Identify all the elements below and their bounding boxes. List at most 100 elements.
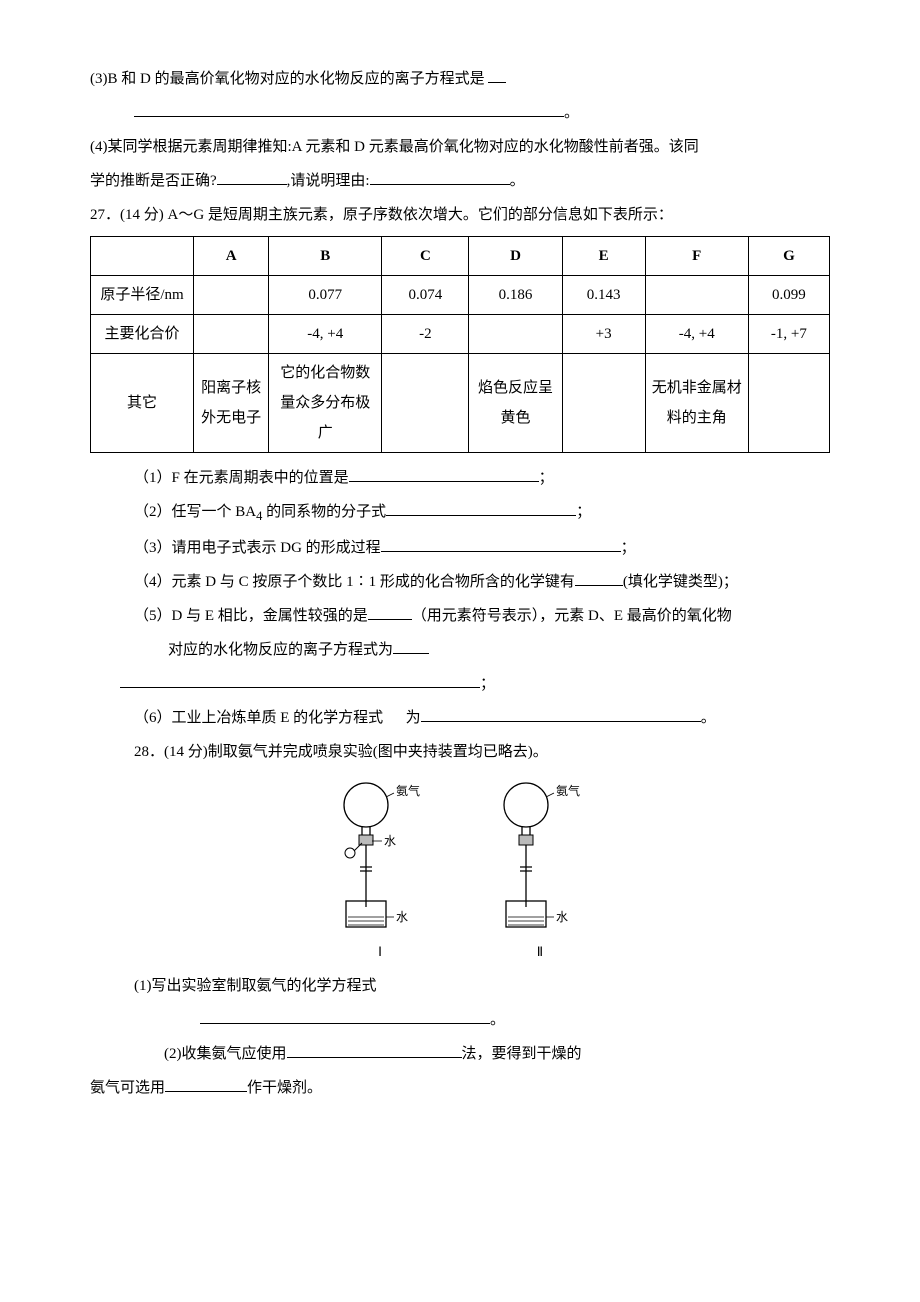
q26-p3-line1: (3)B 和 D 的最高价氧化物对应的水化物反应的离子方程式是 — [90, 64, 830, 94]
q28-p2b: 法，要得到干燥的 — [462, 1046, 582, 1062]
th: A — [194, 237, 269, 276]
q28-p2c: 氨气可选用 — [90, 1080, 165, 1096]
q27-p1: （1）F 在元素周期表中的位置是 ； — [90, 463, 830, 493]
q27-p5-line2: 对应的水化物反应的离子方程式为 — [90, 635, 830, 665]
fountain-figure: 氨气 水 水 Ⅰ — [90, 777, 830, 965]
q26-p4b: 学的推断是否正确? — [90, 173, 217, 189]
q27-p4-text: （4）元素 D 与 C 按原子个数比 1∶1 形成的化合物所含的化学键有 — [134, 574, 575, 590]
q27-p5-line1: （5）D 与 E 相比，金属性较强的是 （用元素符号表示），元素 D、E 最高价的… — [90, 601, 830, 631]
q27-p2b: 的同系物的分子式 — [262, 504, 386, 520]
td: +3 — [562, 315, 645, 354]
td — [645, 276, 748, 315]
semicolon: ； — [621, 540, 636, 556]
blank — [165, 1077, 247, 1092]
table-row: 其它 阳离子核外无电子 它的化合物数量众多分布极广 焰色反应呈黄色 无机非金属材… — [91, 354, 830, 453]
th — [91, 237, 194, 276]
q28-p2d: 作干燥剂。 — [247, 1080, 322, 1096]
q27-p6b: 为 — [406, 710, 421, 726]
blank — [368, 605, 412, 620]
td — [748, 354, 829, 453]
q27-p6: （6）工业上冶炼单质 E 的化学方程式 为。 — [90, 703, 830, 733]
label-ammonia: 氨气 — [556, 783, 580, 798]
flask-label-1: Ⅰ — [378, 939, 382, 965]
q27-p4-mid: (填化学键类型)； — [623, 574, 738, 590]
blank — [575, 571, 623, 586]
td: -4, +4 — [269, 315, 382, 354]
td: 它的化合物数量众多分布极广 — [269, 354, 382, 453]
element-table: A B C D E F G 原子半径/nm 0.077 0.074 0.186 … — [90, 236, 830, 453]
label-ammonia: 氨气 — [396, 783, 420, 798]
th: F — [645, 237, 748, 276]
q26-p4-line2: 学的推断是否正确? ,请说明理由: 。 — [90, 166, 830, 196]
th: G — [748, 237, 829, 276]
q27-p5b: （用元素符号表示），元素 D、E 最高价的氧化物 — [412, 608, 732, 624]
td: 阳离子核外无电子 — [194, 354, 269, 453]
q28-p1-line1: (1)写出实验室制取氨气的化学方程式 — [90, 971, 830, 1001]
td: 0.099 — [748, 276, 829, 315]
q28-p2-line1: (2)收集氨气应使用 法，要得到干燥的 — [90, 1039, 830, 1069]
blank — [217, 170, 287, 185]
q27-intro-text: 27．(14 分) A～G 是短周期主族元素，原子序数依次增大。它们的部分信息如… — [90, 207, 673, 223]
period: 。 — [564, 105, 579, 121]
th: C — [382, 237, 469, 276]
q26-p3-text: (3)B 和 D 的最高价氧化物对应的水化物反应的离子方程式是 — [90, 71, 485, 87]
q27-p5a: （5）D 与 E 相比，金属性较强的是 — [134, 608, 368, 624]
blank — [349, 467, 539, 482]
table-row: 主要化合价 -4, +4 -2 +3 -4, +4 -1, +7 — [91, 315, 830, 354]
q27-intro: 27．(14 分) A～G 是短周期主族元素，原子序数依次增大。它们的部分信息如… — [90, 200, 830, 230]
flask-label-2: Ⅱ — [537, 939, 543, 965]
q26-p4c: ,请说明理由: — [287, 173, 370, 189]
q28-p2-line2: 氨气可选用 作干燥剂。 — [90, 1073, 830, 1103]
td: 0.186 — [469, 276, 562, 315]
q27-p2a: （2）任写一个 BA — [134, 504, 256, 520]
blank — [488, 68, 506, 83]
q26-p4-line1: (4)某同学根据元素周期律推知:A 元素和 D 元素最高价氧化物对应的水化物酸性… — [90, 132, 830, 162]
flask-unit-1: 氨气 水 水 Ⅰ — [320, 777, 440, 965]
q27-p3-text: （3）请用电子式表示 DG 的形成过程 — [134, 540, 381, 556]
blank — [393, 639, 429, 654]
td: 原子半径/nm — [91, 276, 194, 315]
td — [194, 276, 269, 315]
q27-p2: （2）任写一个 BA4 的同系物的分子式； — [90, 497, 830, 529]
label-water-top: 水 — [384, 834, 396, 848]
q26-p3-line2: 。 — [90, 98, 830, 128]
flask-svg-1: 氨气 水 水 — [320, 777, 440, 937]
blank — [200, 1009, 490, 1024]
q28-p1-line2: 。 — [90, 1005, 830, 1035]
th: E — [562, 237, 645, 276]
period: 。 — [510, 173, 525, 189]
td: 主要化合价 — [91, 315, 194, 354]
blank — [134, 102, 564, 117]
q28-intro: 28．(14 分)制取氨气并完成喷泉实验(图中夹持装置均已略去)。 — [90, 737, 830, 767]
blank — [386, 501, 576, 516]
td — [194, 315, 269, 354]
q28-intro-text: 28．(14 分)制取氨气并完成喷泉实验(图中夹持装置均已略去)。 — [134, 744, 548, 760]
td: -2 — [382, 315, 469, 354]
td: 无机非金属材料的主角 — [645, 354, 748, 453]
table-row: 原子半径/nm 0.077 0.074 0.186 0.143 0.099 — [91, 276, 830, 315]
q28-p2a: (2)收集氨气应使用 — [164, 1046, 287, 1062]
semicolon: ； — [480, 676, 495, 692]
blank — [287, 1043, 462, 1058]
flask-svg-2: 氨气 水 — [480, 777, 600, 937]
semicolon: ； — [539, 470, 554, 486]
q27-p1-text: （1）F 在元素周期表中的位置是 — [134, 470, 349, 486]
blank — [421, 707, 701, 722]
q27-p5-line3: ； — [90, 669, 830, 699]
q27-p4: （4）元素 D 与 C 按原子个数比 1∶1 形成的化合物所含的化学键有 (填化学… — [90, 567, 830, 597]
q26-p4a: (4)某同学根据元素周期律推知:A 元素和 D 元素最高价氧化物对应的水化物酸性… — [90, 139, 699, 155]
blank — [120, 673, 480, 688]
q28-p1-text: (1)写出实验室制取氨气的化学方程式 — [134, 978, 377, 994]
blank — [370, 170, 510, 185]
flask-unit-2: 氨气 水 Ⅱ — [480, 777, 600, 965]
period: 。 — [490, 1012, 505, 1028]
semicolon: ； — [576, 504, 591, 520]
exam-page: (3)B 和 D 的最高价氧化物对应的水化物反应的离子方程式是 。 (4)某同学… — [0, 0, 920, 1147]
td: 0.143 — [562, 276, 645, 315]
label-water-bottom: 水 — [556, 910, 568, 924]
td: -1, +7 — [748, 315, 829, 354]
td — [469, 315, 562, 354]
th: D — [469, 237, 562, 276]
period: 。 — [701, 710, 716, 726]
td: 其它 — [91, 354, 194, 453]
